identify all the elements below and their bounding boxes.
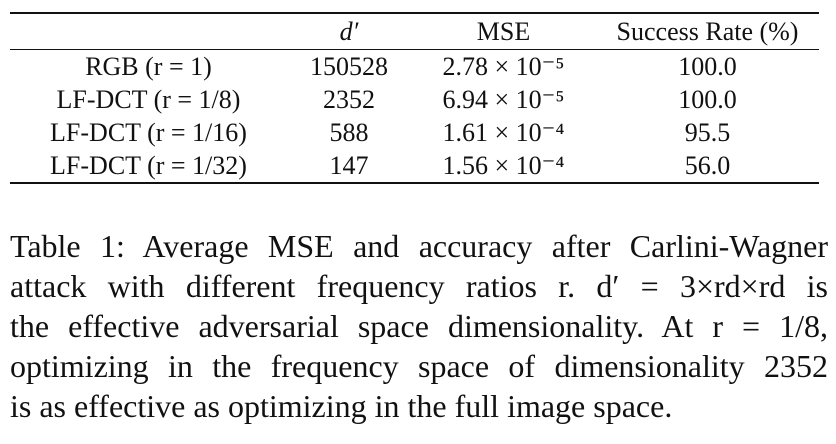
caption-line: the effective adversarial space dimensio… [10,308,828,344]
caption-line: attack with different frequency ratios r… [10,268,828,304]
table-row: RGB (r = 1) 150528 2.78 × 10⁻⁵ 100.0 [10,50,819,84]
cell-mse: 1.56 × 10⁻⁴ [442,151,565,180]
cell-mse: 1.61 × 10⁻⁴ [442,118,565,147]
results-table: d′ MSE Success Rate (%) RGB (r = 1) 1505… [10,12,819,184]
cell-method: RGB (r = 1) [85,52,212,81]
table-caption: Table 1: Average MSE and accuracy after … [10,226,828,426]
header-method [10,13,287,50]
caption-line: Table 1: Average MSE and accuracy after … [10,228,828,264]
caption-line: optimizing in the frequency space of dim… [10,348,828,384]
header-success-rate: Success Rate (%) [616,17,799,46]
cell-d-prime: 2352 [323,85,375,114]
caption-line: is as effective as optimizing in the ful… [10,388,673,424]
cell-success-rate: 56.0 [684,151,731,180]
table-row: LF-DCT (r = 1/16) 588 1.61 × 10⁻⁴ 95.5 [10,116,819,149]
cell-method: LF-DCT (r = 1/16) [50,118,247,147]
table-header-row: d′ MSE Success Rate (%) [10,13,819,50]
header-d-prime: d′ [339,17,359,46]
table-row: LF-DCT (r = 1/8) 2352 6.94 × 10⁻⁵ 100.0 [10,83,819,116]
cell-d-prime: 150528 [310,52,388,81]
cell-mse: 2.78 × 10⁻⁵ [442,52,565,81]
cell-mse: 6.94 × 10⁻⁵ [442,85,565,114]
cell-success-rate: 95.5 [684,118,731,147]
cell-method: LF-DCT (r = 1/8) [56,85,241,114]
table-row: LF-DCT (r = 1/32) 147 1.56 × 10⁻⁴ 56.0 [10,149,819,183]
results-table-container: d′ MSE Success Rate (%) RGB (r = 1) 1505… [10,12,819,184]
cell-d-prime: 588 [329,118,369,147]
cell-method: LF-DCT (r = 1/32) [50,151,247,180]
cell-success-rate: 100.0 [678,85,737,114]
cell-d-prime: 147 [329,151,369,180]
cell-success-rate: 100.0 [678,52,737,81]
header-mse: MSE [476,17,531,46]
